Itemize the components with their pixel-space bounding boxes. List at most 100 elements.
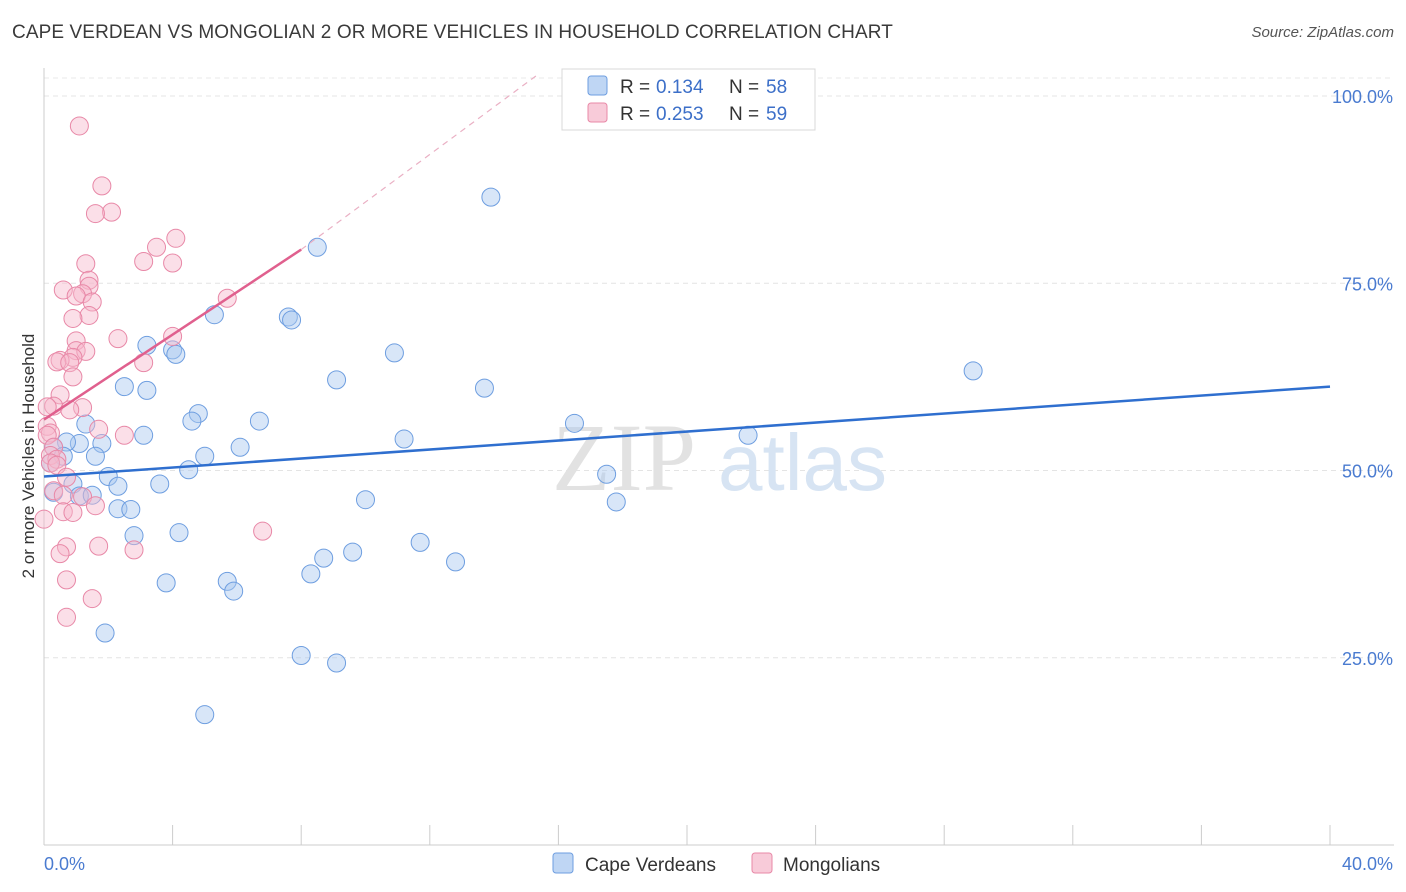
legend-box: R = 0.134 N = 58 R = 0.253 N = 59 bbox=[561, 68, 816, 131]
cape-verdean-point-4 bbox=[282, 310, 302, 330]
cape-verdean-point-3 bbox=[278, 307, 298, 327]
mongolian-point-38 bbox=[114, 425, 134, 445]
watermark-zip: ZIP bbox=[552, 404, 696, 511]
cape-verdean-point-35 bbox=[150, 474, 170, 494]
cape-verdean-point-23 bbox=[92, 434, 112, 454]
mongolian-point-19 bbox=[108, 329, 128, 349]
cape-verdean-point-36 bbox=[108, 476, 128, 496]
mongolian-point-51 bbox=[34, 509, 54, 529]
cape-verdean-point-7 bbox=[166, 344, 186, 364]
bottom-legend-mongolians: Mongolians bbox=[783, 855, 880, 876]
cape-verdean-point-46 bbox=[410, 532, 430, 552]
bottom-legend: Cape Verdeans Mongolians bbox=[552, 852, 880, 876]
legend-r-label-1: R = bbox=[620, 77, 650, 98]
mongolian-trend-extension bbox=[300, 75, 537, 251]
mongolian-point-3 bbox=[85, 204, 105, 224]
mongolian-point-57 bbox=[57, 570, 77, 590]
cape-verdean-point-45 bbox=[124, 526, 144, 546]
trend-lines bbox=[43, 75, 1331, 478]
cape-verdean-point-39 bbox=[82, 485, 102, 505]
cape-verdean-point-50 bbox=[301, 564, 321, 584]
cape-verdean-point-52 bbox=[217, 571, 237, 591]
cape-verdean-point-49 bbox=[446, 552, 466, 572]
mongolian-point-10 bbox=[79, 276, 99, 296]
mongolian-point-23 bbox=[63, 347, 83, 367]
mongolian-point-44 bbox=[57, 467, 77, 487]
mongolian-point-27 bbox=[134, 353, 154, 373]
cape-verdean-point-8 bbox=[384, 343, 404, 363]
legend-swatch-mongolians bbox=[587, 102, 608, 123]
cape-verdean-point-48 bbox=[314, 548, 334, 568]
mongolian-point-31 bbox=[37, 397, 57, 417]
cape-verdean-point-32 bbox=[597, 464, 617, 484]
y-tick-label-25: 25.0% bbox=[1342, 649, 1393, 669]
x-tick-min: 0.0% bbox=[44, 854, 85, 874]
legend-r-value-2: 0.253 bbox=[656, 104, 704, 125]
cape-verdean-point-28 bbox=[85, 446, 105, 466]
watermark: ZIP atlas bbox=[552, 404, 887, 511]
mongolian-point-41 bbox=[47, 449, 67, 469]
cape-verdean-point-41 bbox=[606, 492, 626, 512]
cape-verdean-point-0 bbox=[481, 187, 501, 207]
mongolian-point-36 bbox=[40, 423, 60, 443]
bottom-legend-swatch-cape-verdeans bbox=[552, 852, 574, 874]
source-label: Source: ZipAtlas.com bbox=[1251, 24, 1394, 41]
cape-verdean-point-53 bbox=[224, 581, 244, 601]
mongolian-point-56 bbox=[50, 544, 70, 564]
mongolian-point-28 bbox=[63, 367, 83, 387]
cape-verdean-point-21 bbox=[394, 429, 414, 449]
mongolian-point-24 bbox=[50, 350, 70, 370]
chart-title: CAPE VERDEAN VS MONGOLIAN 2 OR MORE VEHI… bbox=[12, 22, 893, 43]
mongolian-point-46 bbox=[53, 485, 73, 505]
mongolian-point-35 bbox=[89, 419, 109, 439]
mongolian-point-5 bbox=[147, 237, 167, 257]
cape-verdean-point-16 bbox=[249, 411, 269, 431]
cape-verdean-point-55 bbox=[291, 646, 311, 666]
mongolian-trend-line bbox=[43, 248, 302, 421]
x-tick-max: 40.0% bbox=[1342, 854, 1393, 874]
cape-verdean-point-12 bbox=[137, 380, 157, 400]
y-tick-label-75: 75.0% bbox=[1342, 274, 1393, 294]
mongolian-point-59 bbox=[57, 607, 77, 627]
cape-verdean-point-11 bbox=[114, 377, 134, 397]
y-tick-labels: 100.0% 75.0% 50.0% 25.0% bbox=[1332, 87, 1393, 669]
mongolian-point-8 bbox=[163, 253, 183, 273]
mongolian-point-1 bbox=[92, 176, 112, 196]
bottom-legend-swatch-mongolians bbox=[751, 852, 773, 874]
cape-verdean-point-14 bbox=[188, 404, 208, 424]
mongolian-point-29 bbox=[50, 385, 70, 405]
cape-verdean-point-18 bbox=[76, 414, 96, 434]
cape-verdean-point-31 bbox=[179, 460, 199, 480]
cape-verdean-point-25 bbox=[230, 437, 250, 457]
cape-verdean-point-51 bbox=[156, 573, 176, 593]
mongolian-point-17 bbox=[63, 308, 83, 328]
mongolian-point-22 bbox=[76, 341, 96, 361]
mongolian-point-48 bbox=[85, 496, 105, 516]
grid-lines bbox=[44, 77, 1394, 659]
cape-verdean-point-54 bbox=[95, 623, 115, 643]
cape-verdean-point-9 bbox=[963, 361, 983, 381]
cape-verdean-point-43 bbox=[121, 499, 141, 519]
mongolian-point-52 bbox=[253, 521, 273, 541]
cape-verdean-point-40 bbox=[356, 490, 375, 510]
mongolian-point-58 bbox=[82, 589, 102, 609]
legend-r-value-1: 0.134 bbox=[656, 77, 704, 98]
data-points bbox=[34, 116, 983, 725]
cape-verdean-trend-line bbox=[43, 385, 1331, 478]
mongolian-point-11 bbox=[53, 280, 73, 300]
mongolian-point-2 bbox=[102, 202, 122, 222]
cape-verdean-point-17 bbox=[564, 413, 584, 433]
legend-n-value-2: 59 bbox=[766, 104, 787, 125]
mongolian-point-0 bbox=[69, 116, 89, 136]
mongolian-point-49 bbox=[53, 502, 73, 522]
cape-verdean-point-15 bbox=[182, 411, 202, 431]
mongolian-point-53 bbox=[89, 536, 109, 556]
cape-verdean-point-56 bbox=[327, 653, 347, 673]
mongolian-point-16 bbox=[79, 305, 99, 325]
y-axis-label: 2 or more Vehicles in Household bbox=[19, 334, 38, 579]
mongolian-point-50 bbox=[63, 502, 83, 522]
cape-verdean-point-13 bbox=[474, 378, 494, 398]
mongolian-point-54 bbox=[124, 540, 144, 560]
watermark-atlas: atlas bbox=[718, 418, 887, 507]
